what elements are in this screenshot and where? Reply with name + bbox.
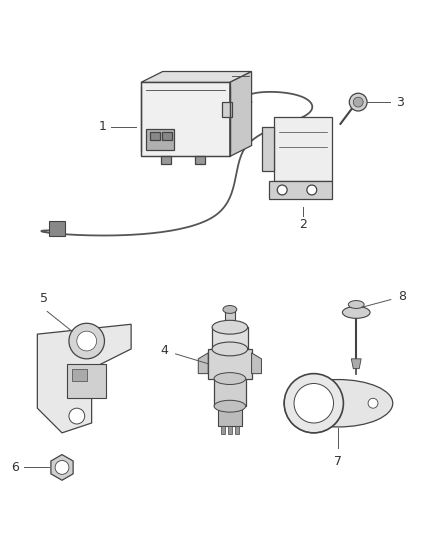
Polygon shape <box>141 83 230 156</box>
Circle shape <box>353 97 363 107</box>
Circle shape <box>77 331 96 351</box>
Polygon shape <box>351 359 361 369</box>
Bar <box>162 132 172 140</box>
Bar <box>208 349 251 378</box>
Bar <box>67 364 106 398</box>
Circle shape <box>55 461 69 474</box>
Polygon shape <box>198 353 208 374</box>
Circle shape <box>307 185 317 195</box>
Bar <box>274 117 332 181</box>
Ellipse shape <box>214 373 246 384</box>
Ellipse shape <box>214 400 246 412</box>
Text: 8: 8 <box>398 290 406 303</box>
Polygon shape <box>37 324 131 433</box>
Polygon shape <box>141 71 251 83</box>
Ellipse shape <box>212 342 247 356</box>
Bar <box>225 310 235 327</box>
Polygon shape <box>222 102 232 117</box>
Bar <box>141 83 230 156</box>
Bar <box>214 378 246 406</box>
Text: 4: 4 <box>161 344 169 358</box>
Bar <box>235 426 239 434</box>
Ellipse shape <box>284 379 393 427</box>
Circle shape <box>69 324 105 359</box>
Bar <box>269 181 332 199</box>
Polygon shape <box>51 455 73 480</box>
Text: 1: 1 <box>99 120 106 133</box>
Bar <box>150 132 160 140</box>
Bar <box>228 426 232 434</box>
Circle shape <box>350 93 367 111</box>
Circle shape <box>284 374 343 433</box>
Circle shape <box>294 384 333 423</box>
Ellipse shape <box>212 320 247 334</box>
Polygon shape <box>251 353 261 374</box>
Polygon shape <box>262 127 274 171</box>
Bar <box>49 221 65 237</box>
Text: 2: 2 <box>299 218 307 231</box>
Text: 6: 6 <box>11 461 18 474</box>
Ellipse shape <box>223 305 237 313</box>
Bar <box>146 129 173 150</box>
Polygon shape <box>230 71 251 156</box>
Ellipse shape <box>343 306 370 318</box>
Ellipse shape <box>348 301 364 309</box>
Bar <box>195 156 205 164</box>
Text: 5: 5 <box>40 293 48 305</box>
Bar <box>212 327 247 349</box>
Circle shape <box>368 398 378 408</box>
Circle shape <box>277 185 287 195</box>
Text: 7: 7 <box>335 455 343 467</box>
Bar <box>161 156 171 164</box>
Circle shape <box>69 408 85 424</box>
Bar <box>72 369 87 381</box>
Text: 3: 3 <box>396 95 403 109</box>
Bar <box>221 426 225 434</box>
Bar <box>218 406 242 426</box>
